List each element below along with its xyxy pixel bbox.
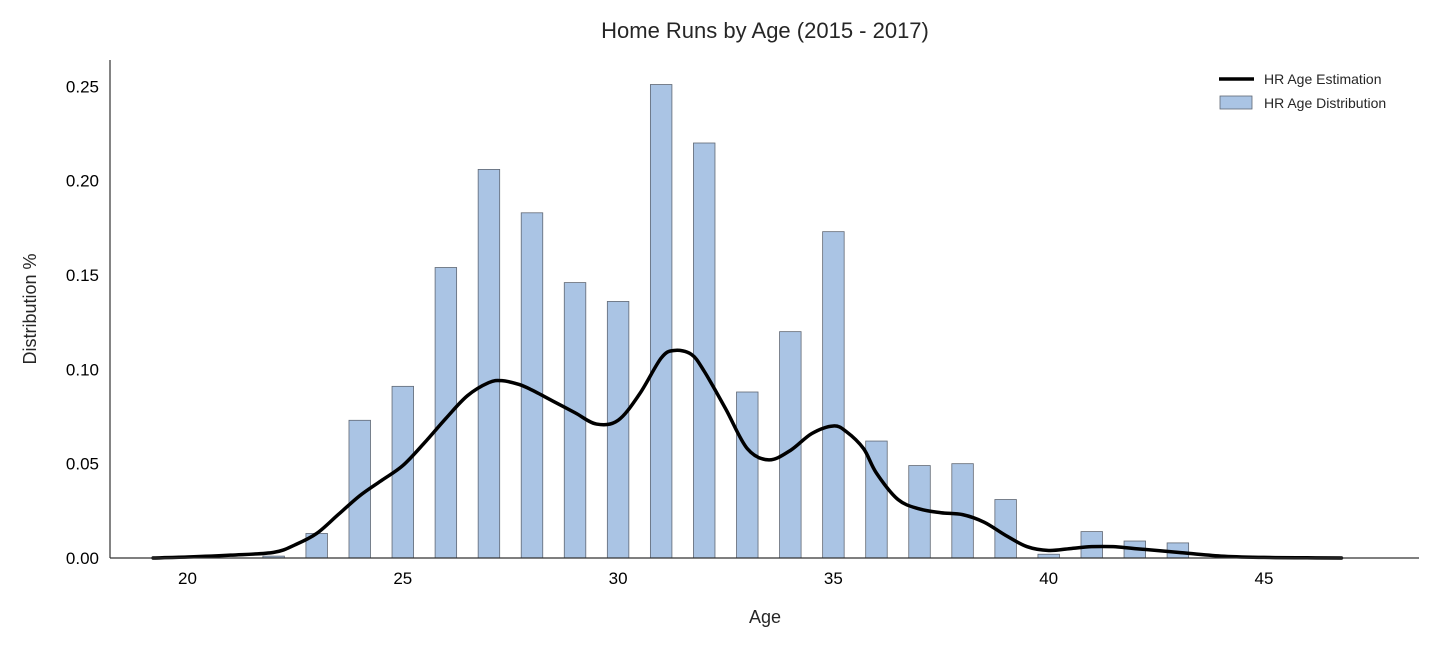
- legend-bar-swatch: [1219, 95, 1253, 110]
- x-tick-label: 40: [1039, 569, 1058, 588]
- legend-line-label: HR Age Estimation: [1264, 71, 1382, 87]
- line-group: [151, 348, 1344, 560]
- bar: [563, 282, 587, 559]
- y-tick-label: 0.25: [66, 77, 99, 96]
- bar: [649, 84, 673, 559]
- axes: [109, 60, 1419, 559]
- bar: [693, 142, 716, 559]
- x-tick-label: 35: [824, 569, 843, 588]
- x-ticks: 20 25 30 35 40 45: [178, 569, 1273, 588]
- x-tick-label: 20: [178, 569, 197, 588]
- y-tick-label: 0.05: [66, 455, 99, 474]
- bar: [606, 301, 630, 559]
- y-tick-label: 0.20: [66, 172, 99, 191]
- bar: [951, 463, 974, 559]
- density-line: [151, 348, 1344, 560]
- x-axis-label: Age: [749, 607, 781, 627]
- bar: [822, 231, 845, 559]
- x-tick-label: 30: [609, 569, 628, 588]
- y-tick-label: 0.10: [66, 360, 99, 379]
- y-tick-label: 0.00: [66, 549, 99, 568]
- legend-bar-label: HR Age Distribution: [1264, 95, 1386, 111]
- legend: HR Age Estimation HR Age Distribution: [1219, 71, 1386, 111]
- bar: [477, 169, 501, 559]
- chart-title: Home Runs by Age (2015 - 2017): [601, 18, 929, 43]
- bar: [736, 391, 759, 559]
- y-axis-label: Distribution %: [20, 253, 40, 364]
- x-tick-label: 25: [393, 569, 412, 588]
- x-tick-label: 45: [1255, 569, 1274, 588]
- bar: [434, 267, 458, 559]
- bar-group: [262, 84, 1190, 559]
- y-tick-label: 0.15: [66, 266, 99, 285]
- y-ticks: 0.00 0.05 0.10 0.15 0.20 0.25: [66, 77, 99, 568]
